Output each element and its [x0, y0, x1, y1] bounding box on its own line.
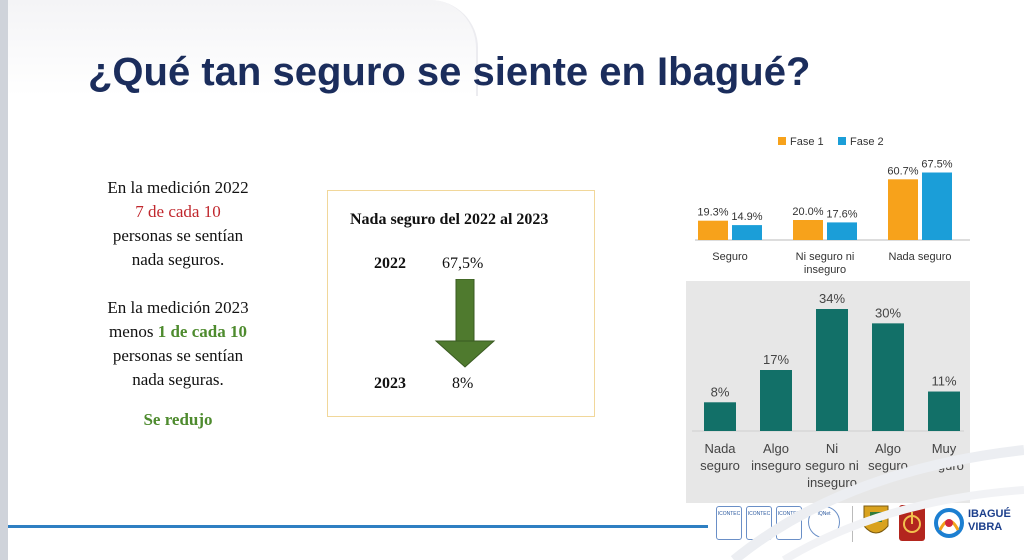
down-arrow-icon [434, 279, 496, 368]
comparison-value-2022: 67,5% [442, 255, 484, 272]
ibague-logo-icon [934, 508, 964, 538]
category-label: Muy [932, 441, 957, 456]
footer-rule [8, 525, 708, 528]
legend-swatch [838, 137, 846, 145]
category-label: Algo [763, 441, 789, 456]
bar [827, 222, 857, 240]
bar [760, 370, 792, 431]
summary-highlight-2023: 1 de cada 10 [157, 322, 247, 341]
bar [732, 225, 762, 240]
bar [704, 402, 736, 431]
category-label: Seguro [712, 251, 747, 263]
ibague-vibra-logo-text: IBAGUÉ VIBRA [968, 508, 1011, 533]
category-label: inseguro [807, 475, 857, 490]
spacer [60, 272, 296, 296]
bar [816, 309, 848, 431]
data-label: 20.0% [792, 206, 823, 218]
bar [698, 220, 728, 240]
summary-result: Se redujo [143, 410, 213, 429]
summary-line: personas se sentían [112, 226, 244, 245]
category-label: Algo [875, 441, 901, 456]
summary-line: nada seguras. [132, 370, 224, 389]
summary-line: nada seguros. [131, 250, 225, 269]
category-label: inseguro [751, 458, 801, 473]
summary-highlight-2022: 7 de cada 10 [135, 202, 221, 221]
comparison-title: Nada seguro del 2022 al 2023 [350, 211, 549, 228]
page-title: ¿Qué tan seguro se siente en Ibagué? [88, 50, 811, 94]
data-label: 11% [931, 374, 956, 389]
perception-chart-panel: 8% Nada seguro 17% Algo inseguro 34% Ni seguro n… [686, 281, 970, 503]
certification-badge: ICONTEC [776, 506, 802, 540]
category-label: Nada seguro [889, 251, 952, 263]
category-label: Nada [704, 441, 736, 456]
comparison-year-2022: 2022 [374, 255, 406, 272]
data-label: 19.3% [697, 207, 728, 219]
comparison-value-2023: 8% [452, 375, 474, 392]
title-tab-background [8, 0, 478, 96]
summary-prefix: menos [109, 322, 154, 341]
summary-line-2023: menos 1 de cada 10 [60, 320, 296, 344]
summary-line: En la medición 2023 [107, 298, 249, 317]
legend-swatch [778, 137, 786, 145]
bar [888, 179, 918, 240]
comparison-year-2023: 2023 [374, 375, 406, 392]
legend-label: Fase 1 [790, 136, 824, 148]
category-label: seguro ni [805, 458, 859, 473]
summary-text: En la medición 2022 7 de cada 10 persona… [60, 176, 296, 432]
data-label: 14.9% [731, 211, 762, 223]
perception-chart: 8% Nada seguro 17% Algo inseguro 34% Ni seguro n… [692, 291, 964, 490]
data-label: 17% [763, 352, 789, 367]
certification-badge: ICONTEC [716, 506, 742, 540]
phase-comparison-chart: Fase 1 Fase 2 19.3% 14.9% Seguro 20.0% 17.6% Ni… [695, 136, 970, 276]
summary-line: En la medición 2022 [107, 178, 249, 197]
data-label: 8% [711, 384, 730, 399]
bar [928, 391, 960, 431]
comparison-box: Nada seguro del 2022 al 2023 2022 67,5% … [327, 190, 595, 417]
legend-label: Fase 2 [850, 136, 884, 148]
bar [922, 172, 952, 240]
category-label: seguro [700, 458, 740, 473]
category-label: seguro [868, 458, 908, 473]
category-label: Ni [826, 441, 838, 456]
data-label: 60.7% [887, 165, 918, 177]
left-edge-strip [0, 0, 8, 560]
data-label: 67.5% [921, 159, 952, 171]
category-label: Ni seguro ni [796, 251, 855, 263]
decorative-swoosh [730, 445, 1024, 560]
bar [872, 323, 904, 431]
category-label: inseguro [804, 264, 846, 276]
music-emblem-icon [899, 505, 925, 541]
summary-line: personas se sentían [112, 346, 244, 365]
data-label: 17.6% [826, 208, 857, 220]
data-label: 30% [875, 305, 901, 320]
bar [793, 220, 823, 240]
data-label: 34% [819, 291, 845, 306]
